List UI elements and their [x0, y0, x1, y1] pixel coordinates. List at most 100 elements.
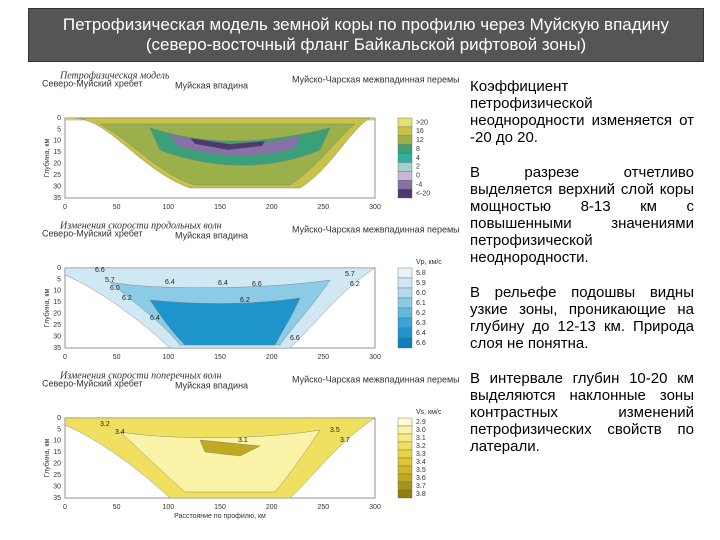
legend-swatch: [397, 297, 413, 309]
legend-label: 4: [416, 155, 420, 162]
x-tick-label: 300: [369, 504, 381, 511]
y-tick-label: 10: [53, 288, 61, 295]
legend-label: 6.3: [416, 320, 426, 327]
panel-caption: Изменения скорости поперечных волн: [59, 370, 222, 381]
text-column: Коэффициент петрофизической неоднороднос…: [470, 78, 694, 473]
legend-title: Vp, км/с: [416, 259, 442, 266]
legend-swatch: [397, 489, 413, 499]
legend-label: 3.7: [416, 483, 426, 490]
legend-label: 6.0: [416, 290, 426, 297]
contour-label: 6.2: [122, 295, 132, 302]
legend-swatch: [397, 425, 413, 435]
legend-label: 0: [416, 173, 420, 180]
legend-label: <-20: [416, 190, 430, 197]
legend-swatch: [397, 267, 413, 279]
legend-label: 3.5: [416, 467, 426, 474]
y-tick-label: 20: [53, 461, 61, 468]
x-tick-label: 200: [266, 504, 278, 511]
paragraph: В разрезе отчетливо выделяется верхний с…: [470, 164, 694, 266]
contour-label: 3.2: [100, 421, 110, 428]
legend-swatch: [397, 135, 413, 145]
y-axis-label: Глубина, км: [43, 289, 51, 328]
legend-swatch: [397, 327, 413, 339]
legend-label: 3.2: [416, 443, 426, 450]
x-tick-label: 200: [266, 204, 278, 211]
y-tick-label: 5: [57, 426, 61, 433]
slide-title: Петрофизическая модель земной коры по пр…: [28, 8, 704, 62]
y-tick-label: 25: [53, 172, 61, 179]
section-zone: [189, 137, 266, 151]
legend-label: 3.8: [416, 491, 426, 498]
legend-swatch: [397, 287, 413, 299]
x-tick-label: 0: [63, 354, 67, 361]
y-tick-label: 20: [53, 161, 61, 168]
legend-label: 2.9: [416, 419, 426, 426]
region-label: Муйско-Чарская межвпадинная перемычка: [292, 224, 460, 234]
contour-label: 6.0: [110, 285, 120, 292]
legend-label: >20: [416, 119, 428, 126]
y-tick-label: 0: [57, 415, 61, 422]
panel-caption: Изменения скорости продольных волн: [59, 220, 222, 231]
contour-label: 5.7: [345, 271, 355, 278]
region-label: Муйская впадина: [175, 230, 248, 240]
legend-label: 6.1: [416, 300, 426, 307]
x-tick-label: 50: [113, 354, 121, 361]
y-tick-label: 10: [53, 438, 61, 445]
legend-label: 2: [416, 164, 420, 171]
legend-swatch: [397, 449, 413, 459]
y-tick-label: 0: [57, 265, 61, 272]
legend-title: Vs, км/с: [416, 409, 442, 416]
x-tick-label: 200: [266, 354, 278, 361]
legend-swatch: [397, 481, 413, 491]
panel-caption: Петрофизическая модель: [59, 70, 170, 81]
legend-swatch: [397, 417, 413, 427]
paragraph: Коэффициент петрофизической неоднороднос…: [470, 78, 694, 146]
y-tick-label: 10: [53, 138, 61, 145]
x-tick-label: 250: [317, 354, 329, 361]
legend-swatch: [397, 337, 413, 349]
y-tick-label: 35: [53, 345, 61, 352]
legend-label: 6.2: [416, 310, 426, 317]
legend-swatch: [397, 144, 413, 154]
x-tick-label: 0: [63, 504, 67, 511]
x-tick-label: 150: [214, 354, 226, 361]
section-zone: [199, 439, 261, 457]
legend-label: 3.3: [416, 451, 426, 458]
x-tick-label: 50: [113, 204, 121, 211]
legend-swatch: [397, 153, 413, 163]
legend-swatch: [397, 117, 413, 128]
x-tick-label: 100: [162, 204, 174, 211]
region-label: Муйская впадина: [175, 80, 248, 90]
y-tick-label: 15: [53, 299, 61, 306]
y-tick-label: 30: [53, 183, 61, 190]
legend-label: 12: [416, 137, 424, 144]
y-tick-label: 35: [53, 495, 61, 502]
legend-label: 3.6: [416, 475, 426, 482]
legend-swatch: [397, 162, 413, 172]
legend-label: 5.8: [416, 270, 426, 277]
legend-swatch: [397, 126, 413, 136]
region-label: Муйско-Чарская межвпадинная перемычка: [292, 74, 460, 84]
contour-label: 6.2: [350, 281, 360, 288]
contour-label: 6.6: [252, 281, 262, 288]
legend-swatch: [397, 277, 413, 289]
y-tick-label: 35: [53, 195, 61, 202]
y-tick-label: 0: [57, 115, 61, 122]
contour-label: 3.4: [115, 429, 125, 436]
section-zone: [149, 297, 301, 346]
y-tick-label: 20: [53, 311, 61, 318]
x-tick-label: 250: [317, 204, 329, 211]
contour-label: 6.4: [218, 280, 228, 287]
legend-swatch: [397, 188, 413, 199]
legend-label: 5.9: [416, 280, 426, 287]
y-tick-label: 30: [53, 333, 61, 340]
legend-label: 16: [416, 128, 424, 135]
y-tick-label: 25: [53, 472, 61, 479]
contour-label: 3.7: [340, 437, 350, 444]
y-tick-label: 25: [53, 322, 61, 329]
y-axis-label: Глубина, км: [43, 139, 51, 178]
x-tick-label: 100: [162, 354, 174, 361]
legend-swatch: [397, 473, 413, 483]
y-tick-label: 30: [53, 483, 61, 490]
